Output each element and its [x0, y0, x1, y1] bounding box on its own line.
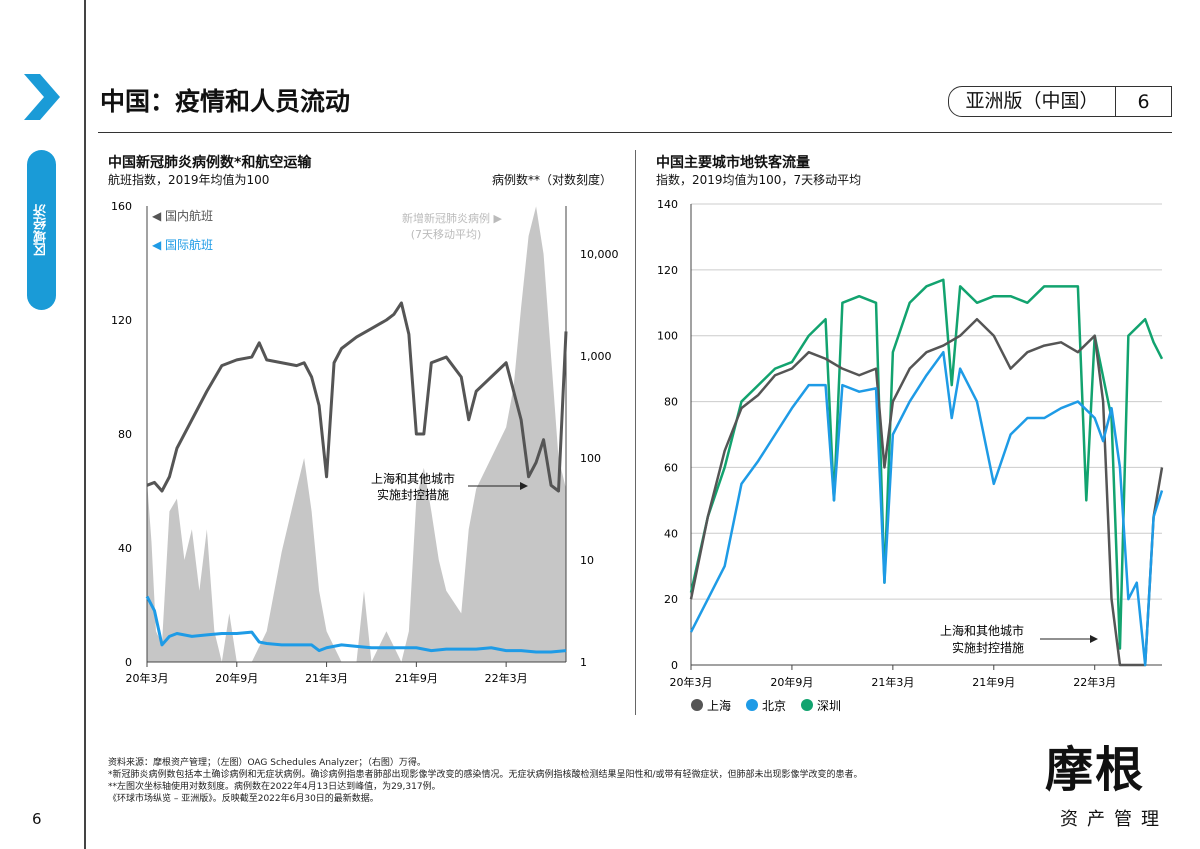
- legend-swatch-beijing: [746, 699, 758, 711]
- y-tick-label: 120: [111, 314, 132, 327]
- footnotes: 资料来源：摩根资产管理；（左图）OAG Schedules Analyzer；（…: [108, 757, 958, 805]
- header-rule: [98, 132, 1172, 133]
- left-chart-subtitle: 航班指数，2019年均值为100: [108, 173, 270, 187]
- international-line: [145, 595, 567, 654]
- legend-international: ◀ 国际航班: [152, 237, 213, 252]
- y-tick-label: 140: [657, 198, 678, 211]
- y-tick-label: 40: [118, 542, 132, 555]
- shenzhen-line: [689, 278, 1164, 650]
- shanghai-line: [689, 318, 1164, 667]
- page-title: 中国：疫情和人员流动: [100, 87, 351, 116]
- y-tick-label: 160: [111, 200, 132, 213]
- chart-divider: [635, 150, 636, 715]
- x-tick-label: 21年3月: [871, 675, 914, 689]
- legend-swatch-shanghai: [691, 699, 703, 711]
- left-rule: [84, 0, 86, 849]
- x-tick-label: 20年3月: [126, 671, 169, 685]
- footnote: 《环球市场纵览 – 亚洲版》。反映截至2022年6月30日的最新数据。: [108, 794, 379, 804]
- x-tick-label: 20年9月: [770, 675, 813, 689]
- y-tick-label: 120: [657, 264, 678, 277]
- x-tick-label: 21年9月: [972, 675, 1015, 689]
- y2-tick-label: 10: [580, 554, 594, 567]
- page-number: 6: [32, 810, 42, 828]
- annotation-line2: 实施封控措施: [952, 640, 1024, 655]
- right-chart-subtitle: 指数，2019均值为100，7天移动平均: [656, 173, 862, 187]
- x-tick-label: 21年9月: [395, 671, 438, 685]
- x-tick-label: 22年3月: [1073, 675, 1116, 689]
- annotation-line2: 实施封控措施: [377, 487, 449, 502]
- footnote: *新冠肺炎病例数包括本土确诊病例和无症状病例。确诊病例指患者肺部出现影像学改变的…: [108, 770, 863, 780]
- brand-logo: 摩根: [1045, 742, 1146, 798]
- y2-tick-label: 100: [580, 452, 601, 465]
- footnote: **左图次坐标轴使用对数刻度。病例数在2022年4月13日达到峰值，为29,31…: [108, 782, 441, 792]
- x-tick-label: 20年3月: [670, 675, 713, 689]
- y-tick-label: 40: [664, 527, 678, 540]
- y-tick-label: 80: [664, 396, 678, 409]
- legend-domestic: ◀ 国内航班: [152, 208, 213, 223]
- left-chart-y2label: 病例数**（对数刻度）: [492, 173, 613, 187]
- right-chart-title: 中国主要城市地铁客流量: [656, 155, 810, 171]
- legend-cases-sub: (7天移动平均): [411, 228, 482, 241]
- left-chart-title: 中国新冠肺炎病例数*和航空运输: [108, 155, 312, 171]
- footnote: 资料来源：摩根资产管理；（左图）OAG Schedules Analyzer；（…: [108, 758, 426, 768]
- edition-badge: 亚洲版（中国） 6: [948, 86, 1172, 117]
- y-tick-label: 0: [671, 659, 678, 672]
- y2-tick-label: 10,000: [580, 248, 619, 261]
- edition-label: 亚洲版（中国）: [949, 87, 1116, 116]
- y-tick-label: 60: [664, 461, 678, 474]
- legend-swatch-shenzhen: [801, 699, 813, 711]
- annotation-line1: 上海和其他城市: [940, 623, 1024, 638]
- y-tick-label: 20: [664, 593, 678, 606]
- legend-label: 上海: [707, 698, 731, 713]
- annotation-line1: 上海和其他城市: [371, 471, 455, 486]
- y2-tick-label: 1,000: [580, 350, 612, 363]
- x-tick-label: 20年9月: [215, 671, 258, 685]
- annotation-arrowhead: [1090, 635, 1098, 643]
- brand-sub: 资产管理: [1060, 809, 1168, 830]
- edition-page: 6: [1137, 90, 1150, 113]
- y-tick-label: 100: [657, 330, 678, 343]
- y2-tick-label: 1: [580, 656, 587, 669]
- legend-label: 北京: [762, 699, 786, 713]
- beijing-line: [689, 350, 1164, 667]
- y-tick-label: 80: [118, 428, 132, 441]
- y-tick-label: 0: [125, 656, 132, 669]
- x-tick-label: 22年3月: [485, 671, 528, 685]
- x-tick-label: 21年3月: [305, 671, 348, 685]
- chevron-logo-icon: [24, 74, 60, 120]
- legend-label: 深圳: [817, 699, 841, 713]
- domestic-line: [146, 301, 568, 493]
- annotation-arrowhead: [520, 482, 528, 490]
- cases-area: [147, 206, 566, 662]
- legend-cases: 新增新冠肺炎病例 ▶: [402, 211, 502, 225]
